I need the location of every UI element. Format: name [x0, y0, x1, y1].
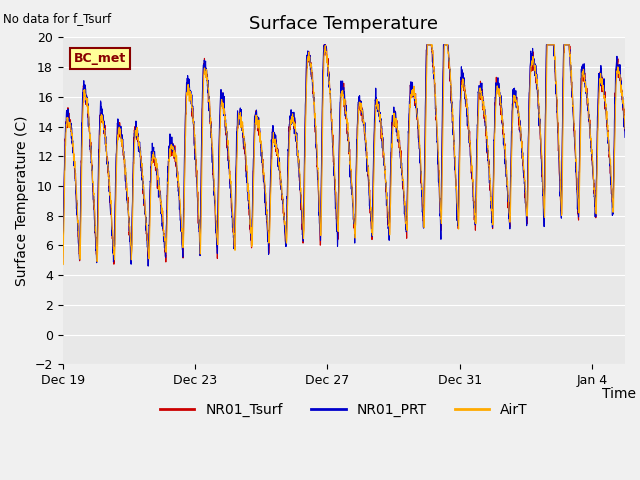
AirT [173, 160, 180, 166]
NR01_Tsurf [145, 263, 152, 269]
Line: NR01_Tsurf: NR01_Tsurf [63, 45, 625, 266]
AirT [502, 163, 510, 168]
NR01_Tsurf [103, 156, 111, 162]
NR01_Tsurf [502, 165, 510, 170]
NR01_Tsurf [59, 259, 67, 265]
AirT [424, 42, 431, 48]
NR01_PRT [103, 158, 111, 164]
AirT [103, 154, 111, 160]
Text: No data for f_Tsurf: No data for f_Tsurf [3, 12, 111, 25]
NR01_PRT [321, 42, 328, 48]
NR01_Tsurf [173, 166, 180, 171]
NR01_Tsurf [621, 125, 629, 131]
NR01_PRT [369, 232, 376, 238]
Line: AirT: AirT [63, 45, 625, 265]
NR01_PRT [173, 173, 180, 179]
AirT [59, 258, 67, 264]
AirT [621, 126, 629, 132]
NR01_Tsurf [228, 208, 236, 214]
Y-axis label: Surface Temperature (C): Surface Temperature (C) [15, 116, 29, 286]
AirT [59, 262, 67, 268]
Title: Surface Temperature: Surface Temperature [250, 15, 438, 33]
AirT [228, 200, 236, 205]
NR01_PRT [621, 134, 629, 140]
NR01_PRT [228, 203, 236, 209]
Line: NR01_PRT: NR01_PRT [63, 45, 625, 266]
Legend: NR01_Tsurf, NR01_PRT, AirT: NR01_Tsurf, NR01_PRT, AirT [154, 397, 534, 423]
NR01_PRT [144, 263, 152, 269]
NR01_Tsurf [321, 42, 328, 48]
AirT [368, 229, 376, 235]
NR01_PRT [502, 174, 510, 180]
NR01_PRT [180, 167, 188, 172]
AirT [180, 204, 188, 209]
X-axis label: Time: Time [602, 387, 636, 401]
NR01_Tsurf [180, 187, 188, 192]
NR01_Tsurf [369, 233, 376, 239]
Text: BC_met: BC_met [74, 52, 126, 65]
NR01_PRT [59, 247, 67, 253]
